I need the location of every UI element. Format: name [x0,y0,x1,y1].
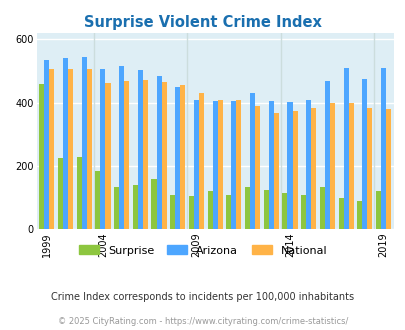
Bar [385,109,390,229]
Bar [151,179,156,229]
Bar [175,87,180,229]
Bar [143,80,147,229]
Bar [81,57,87,229]
Bar [137,70,143,229]
Bar [100,69,105,229]
Bar [343,68,348,229]
Bar [68,69,73,229]
Bar [268,101,273,229]
Bar [380,68,385,229]
Bar [188,196,194,229]
Bar [39,84,44,229]
Bar [212,101,217,229]
Bar [263,190,268,229]
Legend: Surprise, Arizona, National: Surprise, Arizona, National [74,241,331,260]
Bar [170,194,175,229]
Bar [249,93,254,229]
Bar [236,100,241,229]
Bar [180,85,185,229]
Bar [319,186,324,229]
Bar [226,194,231,229]
Bar [231,101,236,229]
Bar [244,186,249,229]
Bar [124,81,129,229]
Bar [49,69,54,229]
Text: Surprise Violent Crime Index: Surprise Violent Crime Index [84,15,321,30]
Bar [273,113,278,229]
Bar [44,60,49,229]
Bar [87,69,92,229]
Bar [301,194,305,229]
Bar [161,82,166,229]
Bar [198,93,204,229]
Bar [156,76,161,229]
Bar [329,103,334,229]
Bar [105,83,110,229]
Bar [282,193,287,229]
Bar [338,198,343,229]
Bar [324,81,329,229]
Bar [367,108,371,229]
Bar [356,201,361,229]
Bar [361,79,367,229]
Bar [287,102,292,229]
Text: © 2025 CityRating.com - https://www.cityrating.com/crime-statistics/: © 2025 CityRating.com - https://www.city… [58,317,347,326]
Bar [95,171,100,229]
Bar [305,100,311,229]
Bar [194,100,198,229]
Bar [58,158,63,229]
Bar [132,185,137,229]
Bar [348,103,353,229]
Bar [63,58,68,229]
Bar [207,191,212,229]
Bar [292,111,297,229]
Bar [77,156,81,229]
Bar [375,191,380,229]
Bar [114,186,119,229]
Text: Crime Index corresponds to incidents per 100,000 inhabitants: Crime Index corresponds to incidents per… [51,292,354,302]
Bar [311,108,315,229]
Bar [119,66,124,229]
Bar [217,100,222,229]
Bar [254,106,260,229]
